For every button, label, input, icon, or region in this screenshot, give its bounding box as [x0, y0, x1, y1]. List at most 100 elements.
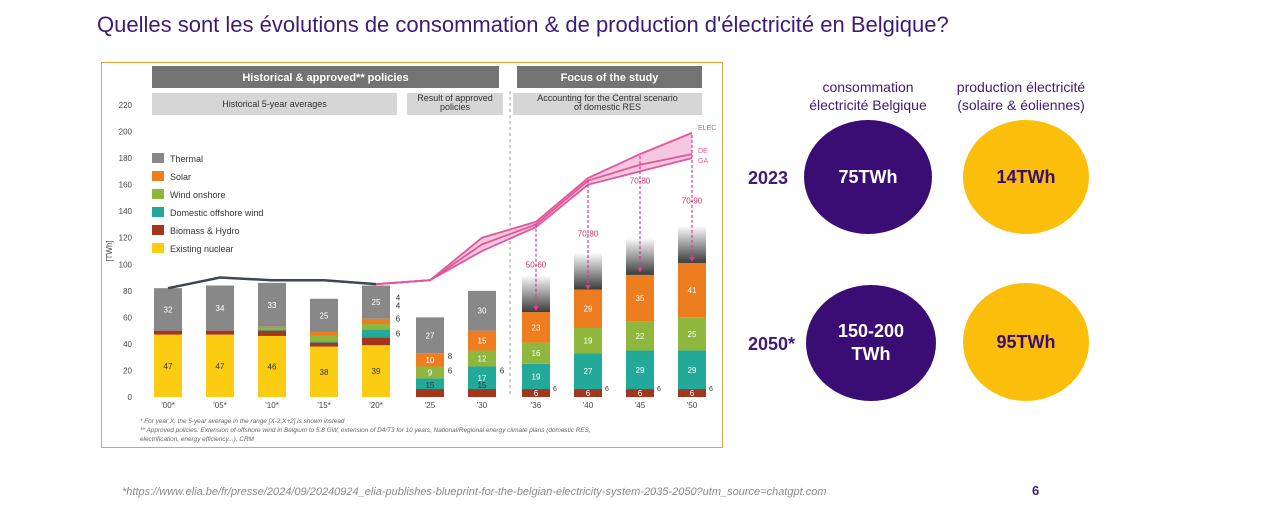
x-tick-label: '30 [477, 401, 488, 410]
bar-segment-solar [468, 330, 496, 351]
bar-segment-solar [678, 262, 706, 318]
sub-header-label: of domestic RES [574, 102, 641, 112]
bar-segment-biomass-hydro [362, 337, 390, 346]
bar-value-label: 6 [586, 389, 591, 398]
production-2023-circle: 14TWh [963, 120, 1089, 234]
production-header-line: (solaire & éoliennes) [957, 97, 1085, 113]
bar-segment-thermal [468, 290, 496, 331]
bar-value-label: 39 [372, 367, 381, 376]
biomass-side-label: 6 [657, 386, 661, 393]
y-tick-label: 120 [119, 234, 133, 243]
bar-segment-wind-onshore [626, 321, 654, 351]
page-number: 6 [1032, 483, 1040, 498]
x-tick-label: '20* [369, 401, 383, 410]
bar-value-label: 9 [428, 368, 433, 377]
bar-segment-solar [416, 353, 444, 367]
bar-segment-domestic-offshore-wind [310, 341, 338, 343]
biomass-side-label: 6 [709, 386, 713, 393]
bar-value-label: 12 [478, 355, 487, 364]
bar-segment-wind-onshore [574, 327, 602, 354]
demand-line-label: ELEC [698, 125, 716, 132]
bar-segment-thermal [416, 317, 444, 354]
bar-value-label: 46 [268, 362, 277, 371]
bar-segment-biomass-hydro [522, 389, 550, 397]
bar-value-label: 29 [688, 366, 697, 375]
x-tick-label: '05* [213, 401, 227, 410]
chart-footnote: electrification, energy efficiency...), … [140, 436, 255, 443]
bar-value-label: 29 [584, 305, 593, 314]
bar-segment-wind-onshore [258, 327, 286, 330]
electricity-chart: Historical & approved** policies Focus of… [101, 62, 723, 448]
bar-segment-wind-onshore [678, 317, 706, 351]
bar-segment-thermal [154, 288, 182, 331]
bar-segment-domestic-offshore-wind [258, 329, 286, 331]
bar-value-label: 19 [532, 372, 541, 381]
bar-value-label: 10 [426, 356, 435, 365]
bar-segment-biomass-hydro [416, 389, 444, 397]
bar-value-label: 35 [636, 294, 645, 303]
consumption-header-line: électricité Belgique [809, 97, 927, 113]
bar-segment-biomass-hydro [310, 342, 338, 347]
sub-header-label: policies [440, 102, 471, 112]
chart-footnote: ** Approved policies: Extension of offsh… [140, 427, 591, 434]
outside-value-label: 6 [500, 366, 505, 375]
sub-header-label: Result of approved [417, 93, 493, 103]
bar-segment-solar [258, 326, 286, 328]
bar-value-label: 19 [584, 337, 593, 346]
bar-segment-domestic-offshore-wind [678, 350, 706, 390]
bar-segment-thermal [362, 285, 390, 319]
bar-segment-biomass-hydro [678, 389, 706, 397]
bar-segment-wind-onshore [468, 350, 496, 367]
gap-arrow-head [637, 267, 643, 273]
bar-segment-wind-onshore [362, 324, 390, 330]
bar-value-label: 6 [638, 389, 643, 398]
x-tick-label: '15* [317, 401, 331, 410]
demand-line-label: DE [698, 148, 708, 155]
gap-label: 70-80 [578, 230, 599, 239]
bar-segment-domestic-offshore-wind [362, 329, 390, 338]
bar-segment-biomass-hydro [154, 330, 182, 335]
outside-value-label: 4 [396, 301, 401, 310]
header-group-bar [517, 66, 702, 88]
source-citation: *https://www.elia.be/fr/presse/2024/09/2… [122, 486, 827, 498]
bar-value-label: 25 [688, 330, 697, 339]
gap-label: 70-90 [682, 197, 703, 206]
bar-value-label: 29 [636, 366, 645, 375]
bar-value-label: 47 [164, 362, 173, 371]
legend-label: Domestic offshore wind [170, 208, 263, 218]
bar-segment-domestic-offshore-wind [522, 363, 550, 390]
bar-segment-existing-nuclear [362, 345, 390, 397]
bar-segment-solar [362, 318, 390, 324]
sub-header-label: Historical 5-year averages [222, 99, 327, 109]
bar-segment-domestic-offshore-wind [626, 350, 654, 390]
consumption-2023-circle: 75TWh [804, 120, 932, 234]
bar-segment-biomass-hydro [258, 330, 286, 336]
outside-value-label: 15 [426, 381, 435, 390]
bar-segment-wind-onshore [522, 342, 550, 364]
bar-segment-biomass-hydro [468, 389, 496, 397]
bar-segment-biomass-hydro [206, 330, 234, 335]
y-tick-label: 220 [119, 101, 133, 110]
header-group-bar [152, 66, 499, 88]
year-label-2023: 2023 [748, 168, 789, 188]
bar-value-label: 16 [532, 349, 541, 358]
outside-value-label: 4 [396, 293, 401, 302]
y-tick-label: 140 [119, 207, 133, 216]
y-tick-label: 160 [119, 181, 133, 190]
bar-value-label: 17 [478, 374, 487, 383]
bar-segment-domestic-offshore-wind [416, 378, 444, 390]
bar-segment-domestic-offshore-wind [574, 353, 602, 390]
x-tick-label: '36 [531, 401, 542, 410]
legend-label: Wind onshore [170, 190, 226, 200]
bar-segment-existing-nuclear [258, 335, 286, 397]
legend-swatch [152, 153, 164, 163]
bar-value-label: 22 [636, 332, 645, 341]
gap-arrow-head [689, 256, 695, 262]
historical-consumption-line [167, 276, 377, 290]
bar-value-label: 41 [688, 286, 697, 295]
bar-segment-thermal [258, 282, 286, 327]
bar-value-label: 32 [164, 305, 173, 314]
x-tick-label: '45 [635, 401, 646, 410]
gap-arrow-head [533, 306, 539, 312]
bar-value-label: 23 [532, 323, 541, 332]
